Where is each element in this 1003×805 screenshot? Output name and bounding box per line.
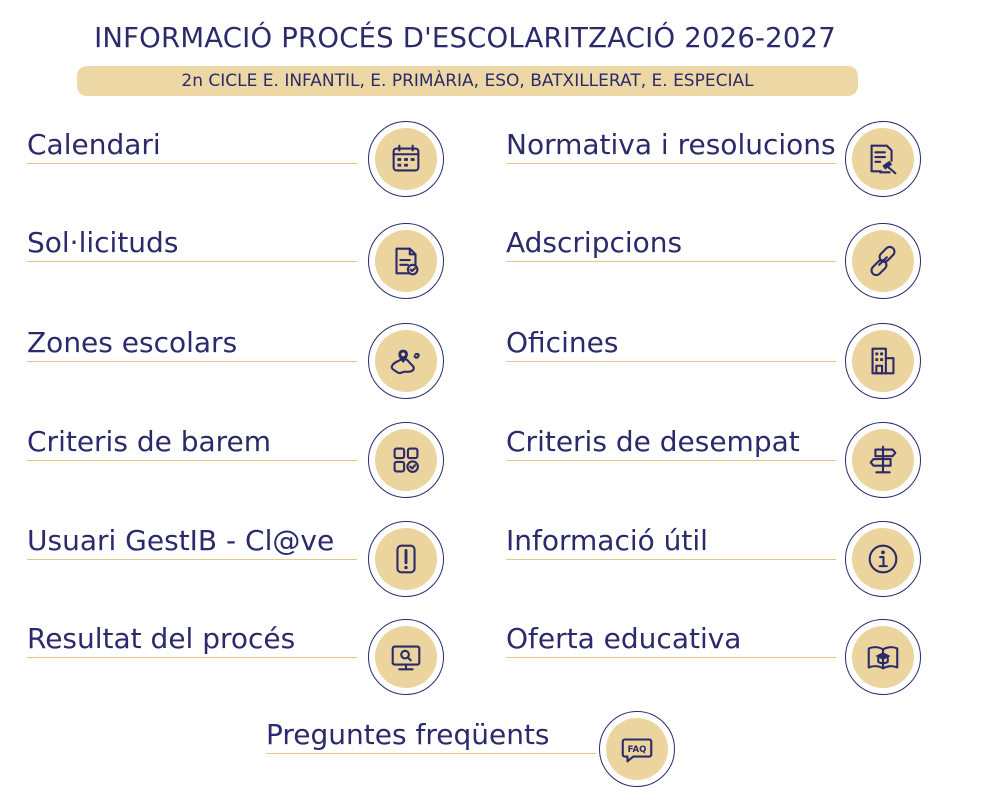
menu-item-label: Calendari xyxy=(27,128,161,161)
underline xyxy=(506,261,836,262)
menu-item-label: Oficines xyxy=(506,326,619,359)
faq-icon[interactable]: FAQ xyxy=(599,711,675,787)
menu-item-label: Resultat del procés xyxy=(27,622,296,655)
menu-item-adscripcions[interactable]: Adscripcions xyxy=(506,223,936,306)
underline xyxy=(506,657,836,658)
menu-item-label: Zones escolars xyxy=(27,326,238,359)
building-icon[interactable] xyxy=(845,323,921,399)
underline xyxy=(27,361,357,362)
underline xyxy=(27,163,357,164)
menu-item-oficines[interactable]: Oficines xyxy=(506,323,936,406)
underline xyxy=(506,559,836,560)
underline xyxy=(27,261,357,262)
underline xyxy=(27,460,357,461)
document-gavel-icon[interactable] xyxy=(845,121,921,197)
signpost-icon[interactable] xyxy=(845,422,921,498)
menu-item-criteris-desempat[interactable]: Criteris de desempat xyxy=(506,422,936,505)
grid-check-icon[interactable] xyxy=(368,422,444,498)
underline xyxy=(506,460,836,461)
faq-icon-text: FAQ xyxy=(628,745,647,755)
calendar-icon[interactable] xyxy=(368,121,444,197)
menu-item-resultat-proces[interactable]: Resultat del procés xyxy=(27,619,457,702)
menu-item-label: Criteris de barem xyxy=(27,425,272,458)
menu-item-criteris-barem[interactable]: Criteris de barem xyxy=(27,422,457,505)
page-title: INFORMACIÓ PROCÉS D'ESCOLARITZACIÓ 2026-… xyxy=(94,22,836,54)
menu-item-label: Criteris de desempat xyxy=(506,425,800,458)
menu-item-label: Oferta educativa xyxy=(506,622,742,655)
menu-item-label: Preguntes freqüents xyxy=(266,718,550,751)
menu-item-informacio-util[interactable]: Informació útil xyxy=(506,521,936,604)
menu-item-calendari[interactable]: Calendari xyxy=(27,121,457,208)
subtitle-banner: 2n CICLE E. INFANTIL, E. PRIMÀRIA, ESO, … xyxy=(77,66,858,96)
menu-item-zones-escolars[interactable]: Zones escolars xyxy=(27,323,457,406)
map-pin-icon[interactable] xyxy=(368,323,444,399)
underline xyxy=(27,559,357,560)
monitor-search-icon[interactable] xyxy=(368,619,444,695)
application-form-icon[interactable] xyxy=(368,223,444,299)
link-chain-icon[interactable] xyxy=(845,223,921,299)
menu-item-usuari-gestib[interactable]: Usuari GestIB - Cl@ve xyxy=(27,521,457,604)
menu-item-label: Usuari GestIB - Cl@ve xyxy=(27,524,335,557)
book-graduation-icon[interactable] xyxy=(845,619,921,695)
underline xyxy=(266,753,596,754)
underline xyxy=(506,361,836,362)
menu-item-normativa[interactable]: Normativa i resolucions xyxy=(506,121,936,208)
menu-item-label: Informació útil xyxy=(506,524,708,557)
exclamation-icon[interactable] xyxy=(368,521,444,597)
underline xyxy=(506,163,836,164)
underline xyxy=(27,657,357,658)
menu-item-preguntes-frequents[interactable]: Preguntes freqüents FAQ xyxy=(266,711,686,798)
menu-item-sollicituds[interactable]: Sol·licituds xyxy=(27,223,457,306)
menu-item-oferta-educativa[interactable]: Oferta educativa xyxy=(506,619,936,702)
menu-item-label: Adscripcions xyxy=(506,226,683,259)
menu-item-label: Normativa i resolucions xyxy=(506,128,836,161)
info-icon[interactable] xyxy=(845,521,921,597)
subtitle-text: 2n CICLE E. INFANTIL, E. PRIMÀRIA, ESO, … xyxy=(181,71,754,91)
menu-item-label: Sol·licituds xyxy=(27,226,179,259)
